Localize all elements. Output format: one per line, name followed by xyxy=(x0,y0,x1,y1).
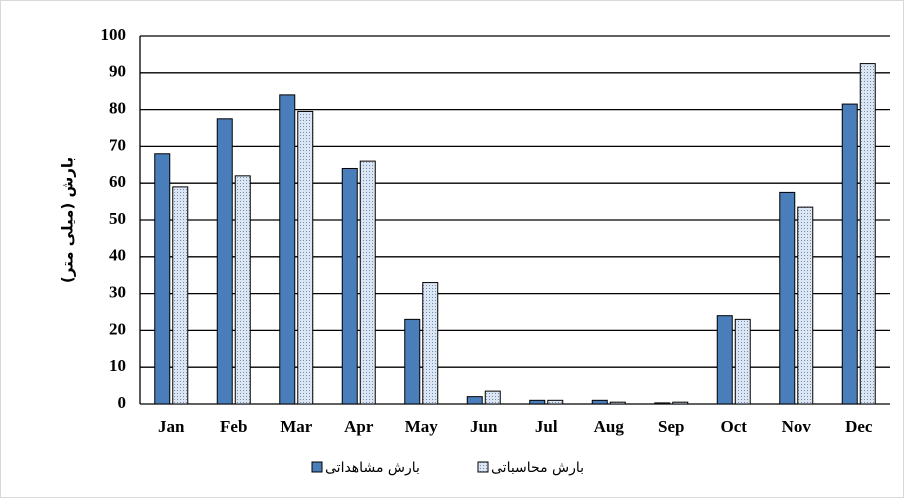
y-tick-label: 80 xyxy=(109,99,126,118)
bar xyxy=(359,160,376,405)
y-tick-label: 50 xyxy=(109,209,126,228)
y-tick-label: 30 xyxy=(109,283,126,302)
bar xyxy=(484,390,501,405)
x-tick-label: May xyxy=(405,417,439,436)
bar xyxy=(172,186,189,405)
bar xyxy=(859,63,876,405)
bar xyxy=(216,118,233,405)
y-tick-label: 60 xyxy=(109,172,126,191)
y-tick-label: 100 xyxy=(101,25,127,44)
bar xyxy=(422,282,439,405)
legend-label: بارش محاسباتی xyxy=(491,460,584,476)
legend-swatch xyxy=(311,461,323,473)
bar xyxy=(297,110,314,405)
legend-label: بارش مشاهداتی xyxy=(325,460,420,476)
bar xyxy=(734,318,751,405)
bar xyxy=(779,191,796,405)
bar xyxy=(547,399,564,405)
y-tick-label: 70 xyxy=(109,135,126,154)
y-tick-label: 0 xyxy=(118,393,127,412)
x-tick-label: Nov xyxy=(782,417,812,436)
x-tick-label: Sep xyxy=(658,417,684,436)
y-tick-label: 90 xyxy=(109,62,126,81)
bar xyxy=(154,153,171,405)
bar xyxy=(279,94,296,405)
x-tick-label: Mar xyxy=(280,417,313,436)
bar xyxy=(404,318,421,405)
bar xyxy=(609,401,626,405)
y-tick-label: 40 xyxy=(109,246,126,265)
legend-swatch xyxy=(477,461,489,473)
bar xyxy=(654,402,671,405)
bar xyxy=(672,401,689,405)
x-tick-label: Dec xyxy=(845,417,873,436)
y-axis-label: بارش (میلی متر) xyxy=(59,157,77,283)
x-tick-label: Jul xyxy=(535,417,558,436)
y-tick-label: 10 xyxy=(109,356,126,375)
bar xyxy=(716,315,733,405)
x-tick-label: Aug xyxy=(594,417,625,436)
bar xyxy=(466,396,483,405)
x-tick-label: Jan xyxy=(158,417,185,436)
bar xyxy=(529,399,546,405)
bar xyxy=(591,399,608,405)
bar xyxy=(234,175,251,405)
bar xyxy=(841,103,858,405)
x-tick-label: Feb xyxy=(220,417,247,436)
x-tick-label: Apr xyxy=(344,417,374,436)
bar xyxy=(797,206,814,405)
y-tick-label: 20 xyxy=(109,319,126,338)
x-tick-label: Oct xyxy=(721,417,748,436)
x-tick-label: Jun xyxy=(470,417,498,436)
bar xyxy=(341,167,358,405)
